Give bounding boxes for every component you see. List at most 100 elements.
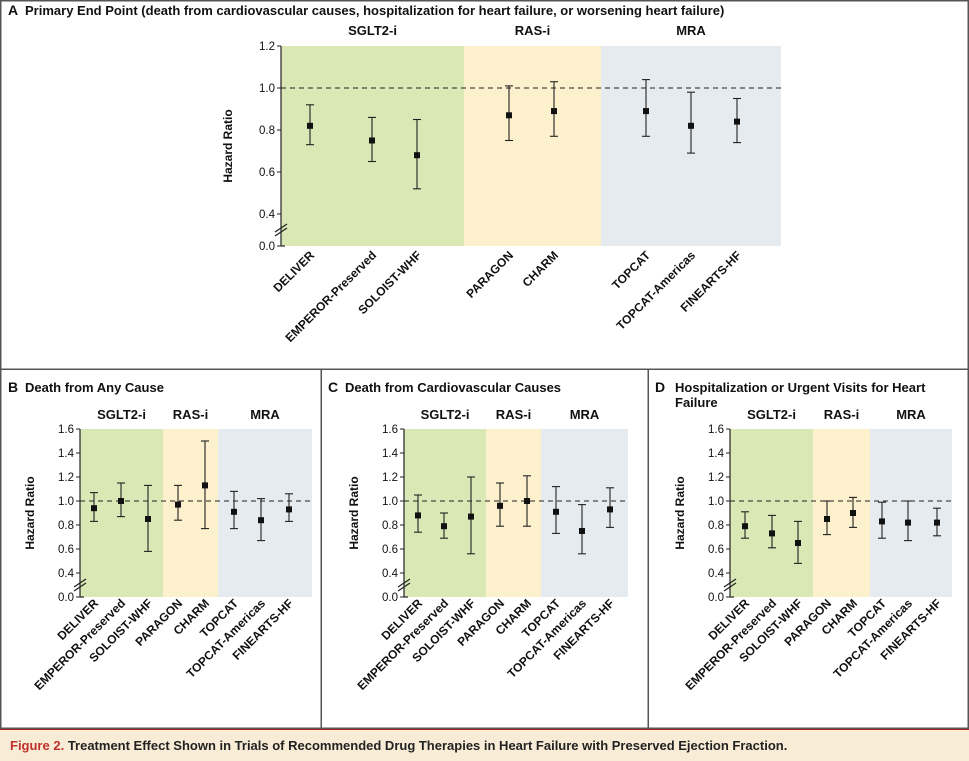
panel-d-group-label-sglt2-i: SGLT2-i <box>747 407 796 422</box>
panel-d-point-topcat <box>879 518 885 525</box>
panel-d-point-emperor-preserved <box>769 530 775 537</box>
panel-c-point-topcat <box>553 508 559 515</box>
panel-a-y-tick-label: 0.0 <box>259 241 275 253</box>
panel-b-y-axis-label: Hazard Ratio <box>23 476 37 549</box>
panel-c-point-paragon <box>497 502 503 509</box>
panel-a-point-charm <box>551 108 557 115</box>
panel-a-x-tick-label-topcat-americas: TOPCAT-Americas <box>614 248 699 333</box>
panel-a-group-label-ras-i: RAS-i <box>515 23 550 38</box>
panel-c-title-line-0: Death from Cardiovascular Causes <box>345 380 561 395</box>
panel-d-group-bg-sglt2-i <box>730 429 813 597</box>
panel-c-y-tick-label: 0.0 <box>382 592 398 604</box>
panel-b-group-label-ras-i: RAS-i <box>173 407 208 422</box>
panel-a-group-bg-ras-i <box>464 46 601 246</box>
panel-b-group-label-sglt2-i: SGLT2-i <box>97 407 146 422</box>
panel-a-letter: A <box>8 2 18 18</box>
panel-d-y-tick-label: 0.0 <box>708 592 724 604</box>
panel-c-point-charm <box>524 498 530 504</box>
panel-c-y-tick-label: 1.4 <box>382 448 399 460</box>
panel-b-point-deliver <box>91 505 97 512</box>
panel-d-point-paragon <box>824 516 830 522</box>
panel-c-point-emperor-preserved <box>441 523 447 530</box>
panel-d-y-tick-label: 0.4 <box>708 568 725 580</box>
panel-a-axis-break-1 <box>274 227 288 237</box>
panel-d-y-tick-label: 1.6 <box>708 424 724 436</box>
panel-d-group-label-mra: MRA <box>896 407 926 422</box>
panel-c-y-tick-label: 1.6 <box>382 424 398 436</box>
panel-a-point-finearts-hf <box>734 118 740 125</box>
panel-b-letter: B <box>8 379 18 395</box>
panel-a-point-deliver <box>307 122 313 129</box>
panel-c-point-soloist-whf <box>468 513 474 520</box>
panel-c-axis-break-2 <box>397 578 411 588</box>
panel-b-y-tick-label: 0.0 <box>58 592 74 604</box>
panel-a-x-tick-label-deliver: DELIVER <box>270 248 317 295</box>
panel-d-point-topcat-americas <box>905 519 911 526</box>
panel-c-y-tick-label: 1.2 <box>382 472 398 484</box>
panel-a-y-tick-label: 0.4 <box>259 209 276 221</box>
figure-caption-bar: Figure 2. Treatment Effect Shown in Tria… <box>0 729 969 761</box>
figure-caption: Figure 2. Treatment Effect Shown in Tria… <box>10 738 787 753</box>
panel-b-point-topcat-americas <box>258 517 264 524</box>
panel-b-point-topcat <box>231 508 237 515</box>
panel-c-group-label-sglt2-i: SGLT2-i <box>421 407 470 422</box>
panel-d-title-line-0: Hospitalization or Urgent Visits for Hea… <box>675 380 926 395</box>
panel-b-point-paragon <box>175 501 181 508</box>
panel-b-axis-break-2 <box>73 578 87 588</box>
panel-d-y-tick-label: 0.6 <box>708 544 724 556</box>
panel-b-group-bg-ras-i <box>163 429 218 597</box>
panel-d-point-finearts-hf <box>934 519 940 526</box>
panel-c-y-tick-label: 0.8 <box>382 520 398 532</box>
panel-b-title-line-0: Death from Any Cause <box>25 380 164 395</box>
panel-a-point-soloist-whf <box>414 152 420 159</box>
panel-a-point-paragon <box>506 112 512 119</box>
panel-c-group-label-mra: MRA <box>570 407 600 422</box>
panel-a-group-label-mra: MRA <box>676 23 706 38</box>
panel-b-y-tick-label: 0.6 <box>58 544 74 556</box>
figure-caption-text: Treatment Effect Shown in Trials of Reco… <box>67 738 788 753</box>
panel-b-y-tick-label: 1.4 <box>58 448 75 460</box>
panel-a-y-tick-label: 0.8 <box>259 125 275 137</box>
panel-d-y-tick-label: 1.2 <box>708 472 724 484</box>
panel-a-point-topcat <box>643 108 649 115</box>
panel-b-y-tick-label: 1.2 <box>58 472 74 484</box>
panel-c-point-deliver <box>415 512 421 519</box>
panel-a-title-line-0: Primary End Point (death from cardiovasc… <box>25 3 724 18</box>
panel-d-y-tick-label: 1.0 <box>708 496 724 508</box>
panel-d-y-tick-label: 0.8 <box>708 520 724 532</box>
panel-c-point-finearts-hf <box>607 506 613 513</box>
figure-caption-label: Figure 2. <box>10 738 65 753</box>
panel-c-y-tick-label: 0.6 <box>382 544 398 556</box>
panel-d-axis-break-2 <box>723 578 737 588</box>
panel-b-axis-break-1 <box>73 582 87 592</box>
panel-d-point-deliver <box>742 523 748 530</box>
panel-a-group-label-sglt2-i: SGLT2-i <box>348 23 397 38</box>
panel-a-y-tick-label: 1.2 <box>259 41 275 53</box>
panel-b-y-tick-label: 1.0 <box>58 496 74 508</box>
panel-a-x-tick-label-paragon: PARAGON <box>463 248 516 301</box>
panel-d-point-charm <box>850 510 856 516</box>
panel-b-y-tick-label: 0.8 <box>58 520 74 532</box>
panel-c-group-label-ras-i: RAS-i <box>496 407 531 422</box>
panel-d-title-line-1: Failure <box>675 395 718 410</box>
panel-b-y-tick-label: 1.6 <box>58 424 74 436</box>
panel-b-point-emperor-preserved <box>118 498 124 504</box>
panel-d-letter: D <box>655 379 665 395</box>
panel-d-y-axis-label: Hazard Ratio <box>673 476 687 549</box>
panel-d-group-bg-ras-i <box>813 429 870 597</box>
panel-c-y-tick-label: 1.0 <box>382 496 398 508</box>
panel-a-point-topcat-americas <box>688 122 694 129</box>
panel-c-y-axis-label: Hazard Ratio <box>347 476 361 549</box>
panel-c-group-bg-ras-i <box>486 429 541 597</box>
panel-d-group-label-ras-i: RAS-i <box>824 407 859 422</box>
panel-d-y-tick-label: 1.4 <box>708 448 725 460</box>
panel-b-point-soloist-whf <box>145 516 151 522</box>
panel-a-point-emperor-preserved <box>369 137 375 144</box>
panel-d-axis-break-1 <box>723 582 737 592</box>
panel-b-y-tick-label: 0.4 <box>58 568 75 580</box>
panel-b-point-finearts-hf <box>286 506 292 513</box>
panel-c-point-topcat-americas <box>579 528 585 534</box>
panel-a-axis-break-2 <box>274 223 288 233</box>
panel-a-y-tick-label: 1.0 <box>259 83 275 95</box>
